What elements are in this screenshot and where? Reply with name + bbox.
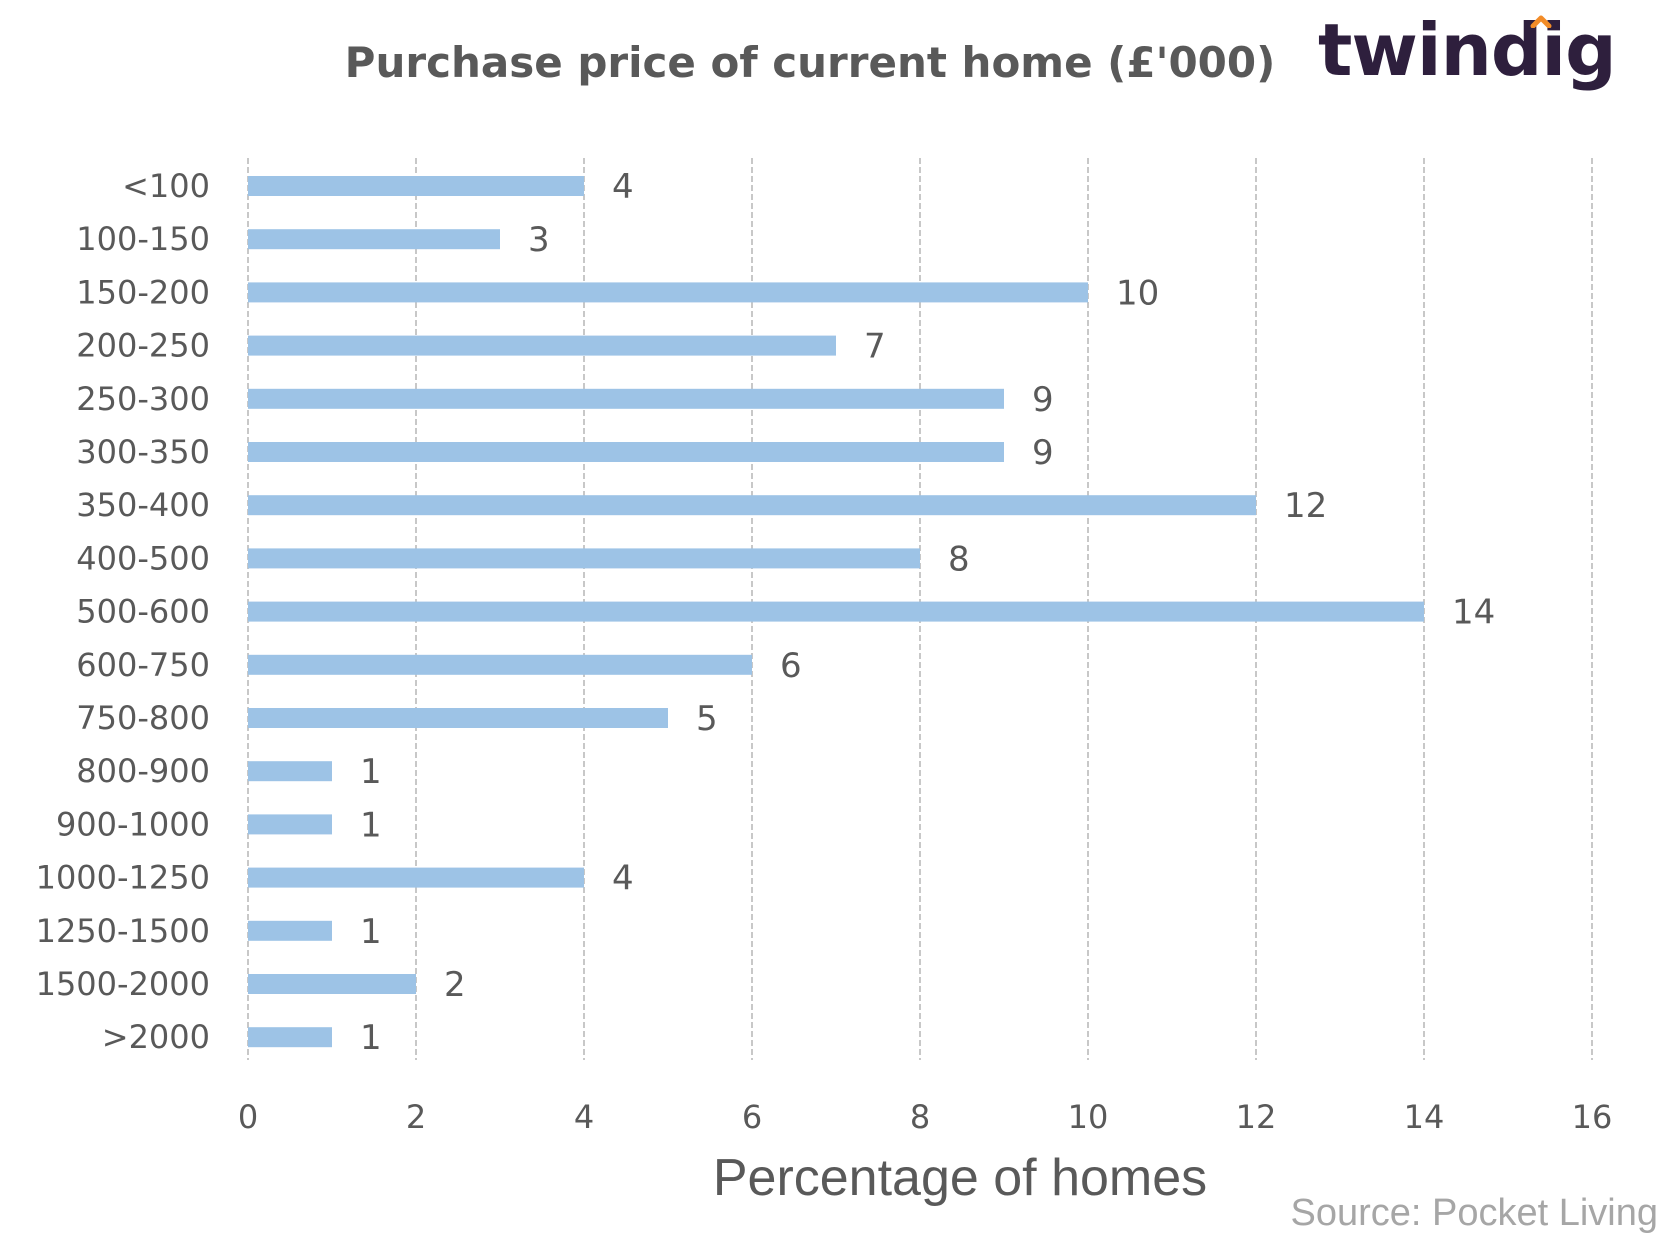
category-label: 900-1000 [56, 805, 210, 843]
category-label: 300-350 [76, 433, 210, 471]
data-label: 12 [1284, 486, 1327, 526]
data-label: 6 [780, 646, 802, 686]
category-label: 200-250 [76, 327, 210, 365]
twindig-logo: twindig [1318, 8, 1617, 92]
bar [248, 335, 836, 356]
data-label: 4 [612, 167, 634, 207]
bar [248, 920, 332, 941]
x-tick-labels: 0 2 4 6 8 10 12 14 16 [238, 1098, 1613, 1136]
bar [248, 388, 1004, 409]
x-tick-label: 14 [1404, 1098, 1445, 1136]
bar [248, 282, 1088, 303]
x-tick-label: 8 [910, 1098, 930, 1136]
bar [248, 814, 332, 835]
category-label: 250-300 [76, 380, 210, 418]
x-tick-label: 16 [1572, 1098, 1613, 1136]
category-label: 1000-1250 [36, 859, 210, 897]
bar [248, 974, 416, 994]
chart-title: Purchase price of current home (£'000) [344, 38, 1276, 87]
x-tick-label: 6 [742, 1098, 762, 1136]
bar [248, 867, 584, 888]
data-label: 1 [360, 912, 382, 952]
data-label: 5 [696, 699, 718, 739]
category-label: 750-800 [76, 699, 210, 737]
x-tick-label: 12 [1236, 1098, 1277, 1136]
x-tick-label: 0 [238, 1098, 258, 1136]
category-label: 500-600 [76, 593, 210, 631]
bar [248, 761, 332, 782]
data-label: 7 [864, 327, 886, 367]
x-tick-label: 4 [574, 1098, 594, 1136]
bar [248, 495, 1256, 516]
x-tick-label: 10 [1068, 1098, 1109, 1136]
category-label: 1500-2000 [36, 965, 210, 1003]
bar [248, 548, 920, 569]
data-label: 8 [948, 539, 970, 579]
category-label: >2000 [102, 1018, 210, 1056]
bars [248, 176, 1424, 1048]
category-label: 100-150 [76, 220, 210, 258]
category-label: 600-750 [76, 646, 210, 684]
category-labels: <100 100-150 150-200 200-250 250-300 300-350 3… [36, 167, 210, 1056]
bar [248, 176, 584, 196]
x-axis-title: Percentage of homes [712, 1149, 1208, 1207]
bar [248, 229, 500, 250]
category-label: 150-200 [76, 273, 210, 311]
data-label: 9 [1032, 433, 1054, 473]
logo-roof-icon [1530, 15, 1552, 28]
data-label: 1 [360, 1018, 382, 1058]
bar [248, 708, 668, 728]
data-label: 1 [360, 805, 382, 845]
data-label: 14 [1452, 593, 1495, 633]
bar [248, 601, 1424, 622]
data-label: 2 [444, 965, 466, 1005]
bar [248, 654, 752, 675]
category-label: 400-500 [76, 539, 210, 577]
category-label: 350-400 [76, 486, 210, 524]
x-tick-label: 2 [406, 1098, 426, 1136]
data-label: 3 [528, 220, 550, 260]
data-label: 1 [360, 752, 382, 792]
category-label: 1250-1500 [36, 912, 210, 950]
bar [248, 1027, 332, 1048]
source-note: Source: Pocket Living [1290, 1192, 1658, 1234]
category-label: <100 [122, 167, 210, 205]
data-label: 9 [1032, 380, 1054, 420]
category-label: 800-900 [76, 752, 210, 790]
bar [248, 442, 1004, 462]
data-label: 10 [1116, 273, 1159, 313]
data-label: 4 [612, 859, 634, 899]
